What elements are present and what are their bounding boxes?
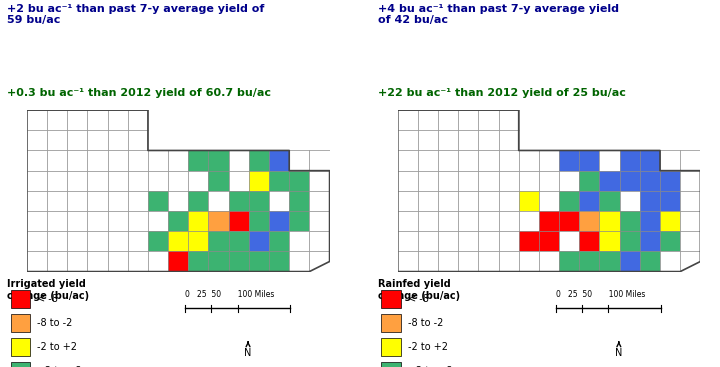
Text: +2 to +8: +2 to +8 [37,366,81,367]
Text: -2 to +2: -2 to +2 [37,342,77,352]
FancyBboxPatch shape [11,314,30,332]
FancyBboxPatch shape [382,338,400,356]
Text: -8 to -2: -8 to -2 [37,318,72,328]
Text: 0   25  50       100 Miles: 0 25 50 100 Miles [185,290,274,299]
Text: +22 bu ac⁻¹ than 2012 yield of 25 bu/ac: +22 bu ac⁻¹ than 2012 yield of 25 bu/ac [378,88,626,98]
FancyBboxPatch shape [11,290,30,308]
Text: 0   25  50       100 Miles: 0 25 50 100 Miles [556,290,645,299]
Text: N: N [244,342,252,358]
Text: +2 bu ac⁻¹ than past 7-y average yield of
59 bu/ac: +2 bu ac⁻¹ than past 7-y average yield o… [7,4,264,25]
Text: < -8: < -8 [408,294,428,304]
FancyBboxPatch shape [11,362,30,367]
Text: Irrigated yield
change (bu/ac): Irrigated yield change (bu/ac) [7,279,89,301]
Text: +2 to +8: +2 to +8 [408,366,452,367]
FancyBboxPatch shape [382,362,400,367]
Text: +0.3 bu ac⁻¹ than 2012 yield of 60.7 bu/ac: +0.3 bu ac⁻¹ than 2012 yield of 60.7 bu/… [7,88,271,98]
Text: < -8: < -8 [37,294,58,304]
Text: Rainfed yield
change (bu/ac): Rainfed yield change (bu/ac) [378,279,460,301]
Text: -2 to +2: -2 to +2 [408,342,448,352]
FancyBboxPatch shape [382,314,400,332]
Text: -8 to -2: -8 to -2 [408,318,443,328]
Text: N: N [615,342,623,358]
Text: +4 bu ac⁻¹ than past 7-y average yield
of 42 bu/ac: +4 bu ac⁻¹ than past 7-y average yield o… [378,4,619,25]
FancyBboxPatch shape [11,338,30,356]
FancyBboxPatch shape [382,290,400,308]
